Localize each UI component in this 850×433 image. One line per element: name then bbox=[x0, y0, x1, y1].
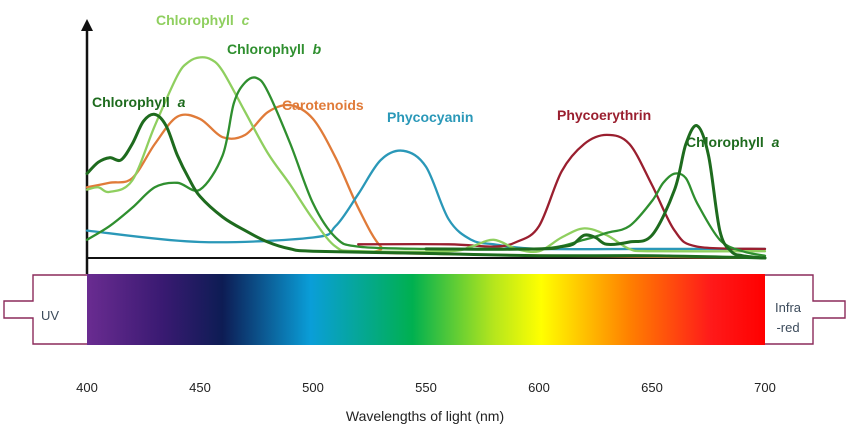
infrared-arrow bbox=[765, 274, 846, 345]
x-tick-labels: 400 450 500 550 600 650 700 bbox=[76, 380, 776, 395]
x-tick-label: 450 bbox=[189, 380, 211, 395]
label-chlorophyll-b-letter: b bbox=[313, 41, 322, 57]
uv-arrow bbox=[3, 274, 88, 345]
series-line-chlorophyll-a-blue bbox=[85, 112, 767, 260]
x-tick-label: 700 bbox=[754, 380, 776, 395]
series-line-phycocyanin bbox=[85, 149, 767, 251]
label-phycoerythrin: Phycoerythrin bbox=[557, 107, 651, 123]
label-chlorophyll-c-word: Chlorophyll bbox=[156, 12, 234, 28]
series-group bbox=[85, 56, 767, 260]
y-axis-arrowhead bbox=[81, 19, 93, 31]
label-chlorophyll-c: Chlorophyll c bbox=[156, 12, 250, 28]
series-line-chlorophyll-c bbox=[85, 56, 767, 254]
x-axis-title: Wavelengths of light (nm) bbox=[346, 408, 504, 424]
x-tick-label: 600 bbox=[528, 380, 550, 395]
visible-spectrum-bar bbox=[87, 274, 765, 345]
label-carotenoids: Carotenoids bbox=[282, 97, 364, 113]
label-chlorophyll-a-left-word: Chlorophyll bbox=[92, 94, 170, 110]
label-chlorophyll-b-word: Chlorophyll bbox=[227, 41, 305, 57]
x-tick-label: 400 bbox=[76, 380, 98, 395]
uv-label: UV bbox=[41, 308, 59, 323]
label-chlorophyll-c-letter: c bbox=[242, 12, 250, 28]
series-line-chlorophyll-a-red bbox=[424, 124, 767, 260]
infrared-label-line1: Infra bbox=[775, 300, 802, 315]
label-chlorophyll-a-right-letter: a bbox=[772, 134, 780, 150]
x-tick-label: 500 bbox=[302, 380, 324, 395]
x-tick-label: 550 bbox=[415, 380, 437, 395]
label-chlorophyll-a-left-letter: a bbox=[178, 94, 186, 110]
x-tick-label: 650 bbox=[641, 380, 663, 395]
label-chlorophyll-a-left: Chlorophyll a bbox=[92, 94, 186, 110]
label-chlorophyll-b: Chlorophyll b bbox=[227, 41, 322, 57]
infrared-label-line2: -red bbox=[776, 320, 799, 335]
label-phycocyanin: Phycocyanin bbox=[387, 109, 473, 125]
label-chlorophyll-a-right: Chlorophyll a bbox=[686, 134, 780, 150]
series-line-phycoerythrin bbox=[357, 133, 767, 251]
label-chlorophyll-a-right-word: Chlorophyll bbox=[686, 134, 764, 150]
